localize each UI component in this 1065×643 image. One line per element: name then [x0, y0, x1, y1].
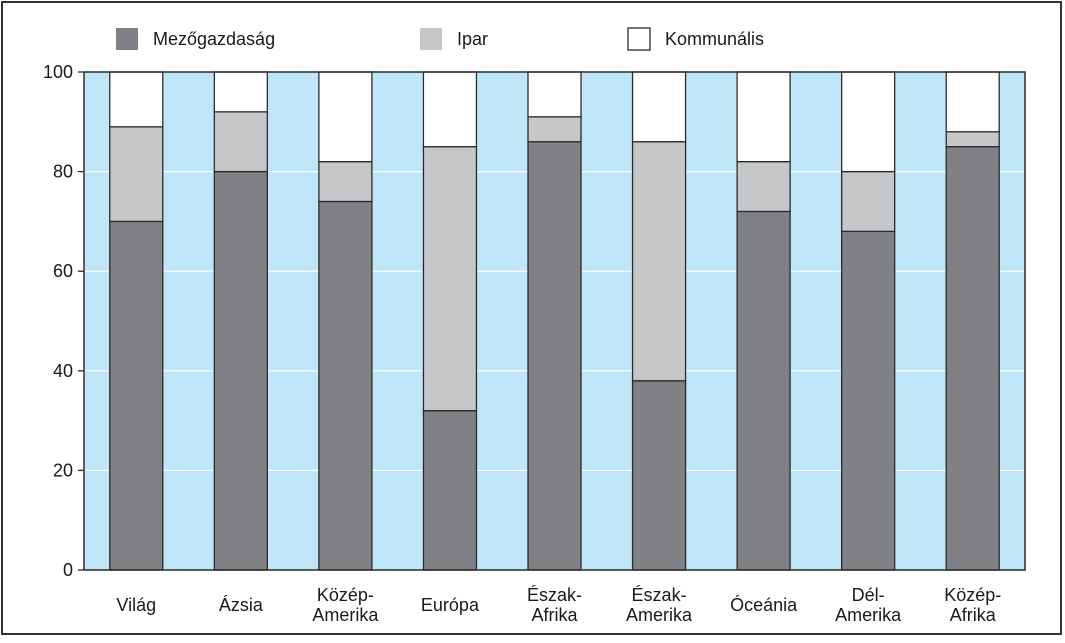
bar-mezogazdasag-3: [422, 409, 478, 571]
x-category-label: Közép-Amerika: [312, 585, 379, 625]
bar-kommunalis-2: [318, 71, 373, 163]
bar-mezogazdasag-6: [736, 210, 791, 571]
bar-ipar-1: [213, 111, 268, 173]
x-category-label: Közép-Afrika: [944, 585, 1001, 625]
bar-mezogazdasag-8: [945, 146, 1000, 571]
legend-item: Ipar: [420, 28, 488, 50]
bar-mezogazdasag-7: [841, 230, 896, 571]
y-tick-label: 0: [63, 560, 73, 580]
legend-swatch: [116, 28, 138, 50]
y-axis: 0 20 40 60 80 100: [43, 62, 84, 580]
legend: Mezőgazdaság Ipar Kommunális: [116, 27, 764, 51]
bar-kommunalis-3: [422, 71, 478, 148]
bar-kommunalis-5: [631, 71, 687, 143]
x-axis: Világ Ázsia Közép-Amerika Európa Észak-Afrik…: [116, 585, 1001, 625]
bar-mezogazdasag-2: [318, 200, 373, 571]
legend-swatch: [420, 28, 442, 50]
legend-item: Mezőgazdaság: [116, 28, 275, 50]
plot-border: [83, 71, 1026, 571]
bar-mezogazdasag-4: [527, 141, 582, 571]
y-tick-label: 60: [53, 261, 73, 281]
y-tick-label: 40: [53, 361, 73, 381]
bars: [109, 71, 1000, 571]
x-category-label: Világ: [116, 595, 156, 615]
legend-label: Kommunális: [665, 29, 764, 49]
bar-kommunalis-0: [109, 71, 164, 128]
bar-ipar-7: [841, 170, 896, 233]
x-category-label: Európa: [421, 595, 480, 615]
bar-kommunalis-8: [945, 71, 1000, 133]
x-category-label: Észak-Afrika: [527, 585, 582, 625]
bar-ipar-5: [631, 141, 687, 382]
x-category-label: Észak-Amerika: [626, 585, 693, 625]
bar-mezogazdasag-1: [213, 170, 268, 571]
bar-mezogazdasag-5: [631, 380, 687, 571]
legend-label: Mezőgazdaság: [153, 29, 275, 49]
bar-ipar-6: [736, 160, 791, 213]
x-category-label: Ázsia: [219, 595, 264, 615]
bar-kommunalis-7: [841, 71, 896, 173]
legend-label: Ipar: [457, 29, 488, 49]
bar-ipar-0: [109, 126, 164, 223]
legend-swatch: [627, 27, 651, 51]
bar-ipar-8: [945, 131, 1000, 148]
y-tick-label: 100: [43, 62, 73, 82]
bar-kommunalis-6: [736, 71, 791, 163]
bar-mezogazdasag-0: [109, 220, 164, 571]
legend-item: Kommunális: [627, 27, 764, 51]
x-category-label: Dél-Amerika: [835, 585, 902, 625]
x-category-label: Óceánia: [730, 594, 798, 615]
bar-kommunalis-4: [527, 71, 582, 118]
bar-kommunalis-1: [213, 71, 268, 113]
bar-ipar-2: [318, 160, 373, 203]
y-tick-label: 20: [53, 460, 73, 480]
y-tick-label: 80: [53, 162, 73, 182]
bar-ipar-4: [527, 116, 582, 143]
bar-ipar-3: [422, 146, 478, 412]
